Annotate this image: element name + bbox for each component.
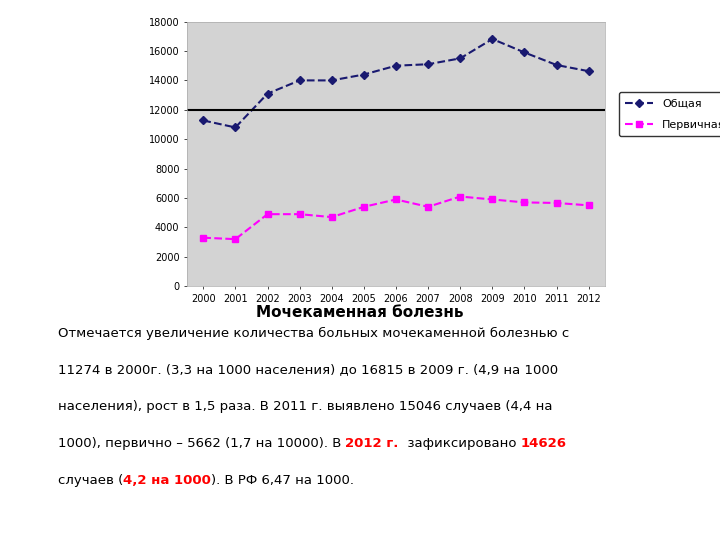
Первичная bbox=[424, 204, 433, 210]
Общая bbox=[295, 77, 304, 84]
Общая bbox=[585, 68, 593, 75]
Text: случаев (: случаев ( bbox=[58, 474, 123, 487]
Legend: Общая, Первичная: Общая, Первичная bbox=[618, 92, 720, 137]
Text: Мочекаменная болезнь: Мочекаменная болезнь bbox=[256, 305, 464, 320]
Первичная bbox=[264, 211, 272, 218]
Text: 4,2 на 1000: 4,2 на 1000 bbox=[123, 474, 211, 487]
Общая bbox=[199, 117, 207, 124]
Первичная bbox=[520, 199, 528, 206]
Text: населения), рост в 1,5 раза. В 2011 г. выявлено 15046 случаев (4,4 на: населения), рост в 1,5 раза. В 2011 г. в… bbox=[58, 400, 552, 413]
Первичная bbox=[295, 211, 304, 218]
Общая bbox=[424, 61, 433, 68]
Text: 1000), первично – 5662 (1,7 на 10000). В: 1000), первично – 5662 (1,7 на 10000). В bbox=[58, 437, 345, 450]
Общая bbox=[456, 55, 464, 62]
Первичная bbox=[552, 200, 561, 206]
Первичная bbox=[359, 204, 368, 210]
Общая bbox=[328, 77, 336, 84]
Первичная bbox=[199, 234, 207, 241]
Общая bbox=[264, 90, 272, 97]
Text: Отмечается увеличение количества больных мочекаменной болезнью с: Отмечается увеличение количества больных… bbox=[58, 327, 569, 340]
Text: 14626: 14626 bbox=[521, 437, 567, 450]
Общая bbox=[392, 63, 400, 69]
Text: зафиксировано: зафиксировано bbox=[399, 437, 521, 450]
Text: ). В РФ 6,47 на 1000.: ). В РФ 6,47 на 1000. bbox=[211, 474, 354, 487]
Text: 2012 г.: 2012 г. bbox=[345, 437, 399, 450]
Text: 11274 в 2000г. (3,3 на 1000 населения) до 16815 в 2009 г. (4,9 на 1000: 11274 в 2000г. (3,3 на 1000 населения) д… bbox=[58, 363, 558, 376]
Общая bbox=[488, 36, 497, 42]
Первичная bbox=[456, 193, 464, 200]
Line: Общая: Общая bbox=[200, 36, 592, 130]
Общая bbox=[231, 124, 240, 131]
Общая bbox=[552, 62, 561, 68]
Первичная bbox=[488, 196, 497, 202]
Общая bbox=[520, 49, 528, 56]
Первичная bbox=[328, 214, 336, 220]
Общая bbox=[359, 71, 368, 78]
Первичная bbox=[585, 202, 593, 208]
Первичная bbox=[392, 196, 400, 202]
Line: Первичная: Первичная bbox=[200, 194, 592, 242]
Первичная bbox=[231, 236, 240, 242]
